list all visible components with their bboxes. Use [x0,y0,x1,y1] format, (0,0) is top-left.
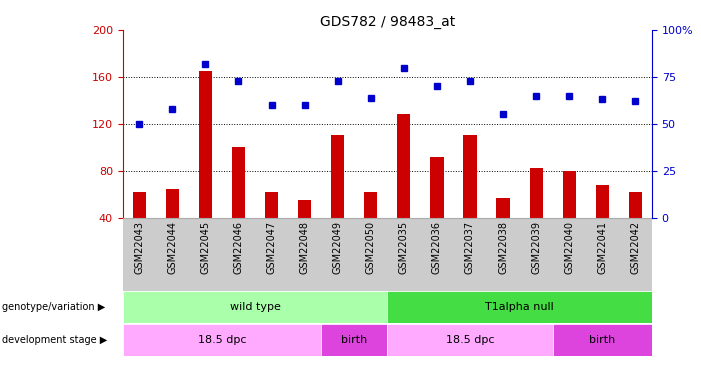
Bar [629,192,642,217]
Text: 18.5 dpc: 18.5 dpc [446,335,494,345]
Text: birth: birth [341,335,367,345]
Bar [552,324,652,356]
Bar [123,291,387,323]
Text: wild type: wild type [229,302,280,312]
Text: GSM22039: GSM22039 [531,221,541,274]
Text: GSM22037: GSM22037 [465,221,475,274]
Text: GSM22038: GSM22038 [498,221,508,274]
Bar [387,324,552,356]
Bar [199,71,212,217]
Text: GSM22049: GSM22049 [333,221,343,274]
Text: development stage ▶: development stage ▶ [2,335,107,345]
Title: GDS782 / 98483_at: GDS782 / 98483_at [320,15,455,29]
Bar [123,324,321,356]
Text: birth: birth [589,335,615,345]
Text: GSM22047: GSM22047 [266,221,276,274]
Text: GSM22046: GSM22046 [233,221,243,274]
Text: GSM22042: GSM22042 [630,221,641,274]
Text: T1alpha null: T1alpha null [485,302,554,312]
Bar [321,324,387,356]
Bar [430,157,444,218]
Bar [232,147,245,218]
Text: GSM22048: GSM22048 [299,221,310,274]
Bar [331,135,344,218]
Bar [529,168,543,217]
Text: GSM22050: GSM22050 [366,221,376,274]
Bar [463,135,477,218]
Bar [496,198,510,217]
Bar [132,192,146,217]
Text: GSM22036: GSM22036 [432,221,442,274]
Text: GSM22044: GSM22044 [168,221,177,274]
Bar [397,114,411,218]
Bar [596,185,609,218]
Text: GSM22040: GSM22040 [564,221,574,274]
Bar [298,200,311,217]
Text: GSM22035: GSM22035 [399,221,409,274]
Bar [387,291,652,323]
Bar [364,192,377,217]
Text: genotype/variation ▶: genotype/variation ▶ [2,302,105,312]
Bar [165,189,179,217]
Text: GSM22045: GSM22045 [200,221,210,274]
Bar [563,171,576,217]
Text: GSM22043: GSM22043 [134,221,144,274]
Bar [265,192,278,217]
Text: 18.5 dpc: 18.5 dpc [198,335,246,345]
Text: GSM22041: GSM22041 [597,221,607,274]
